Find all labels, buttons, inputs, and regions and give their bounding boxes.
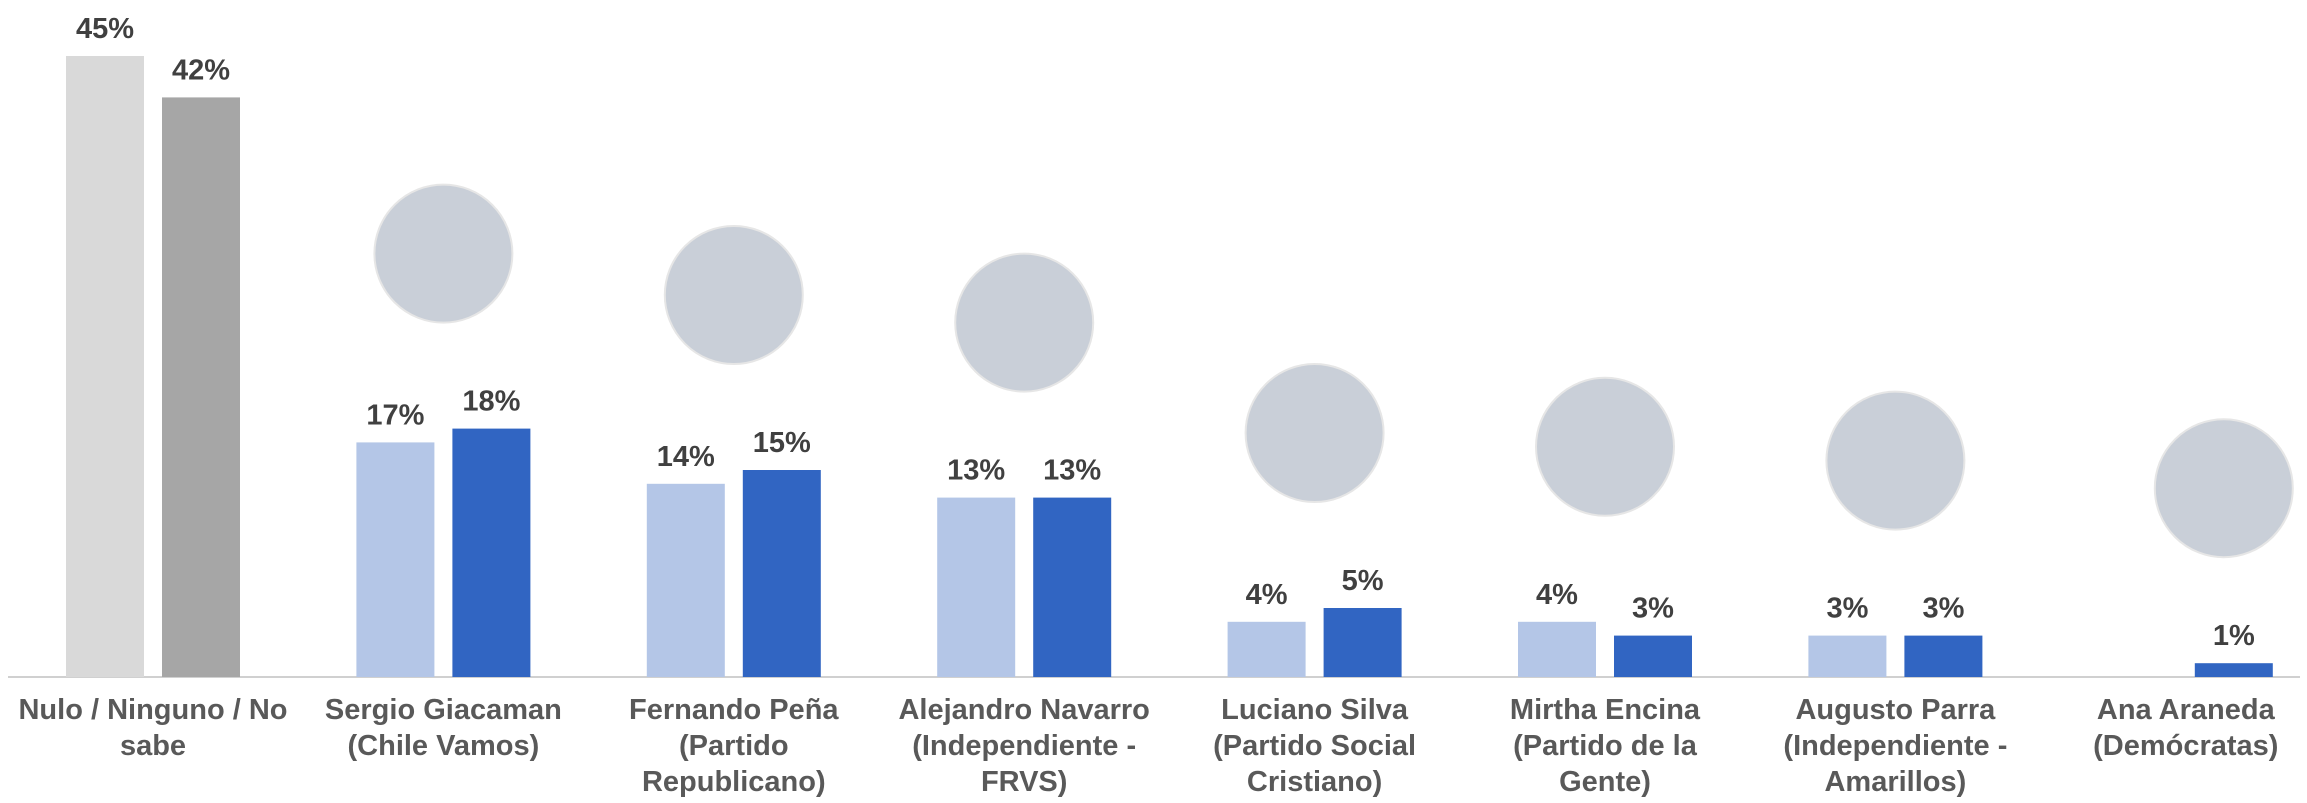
value-label: 4% (1246, 579, 1288, 611)
category-label: Augusto Parra (Independiente - Amarillos… (1755, 692, 2035, 800)
candidate-photo (1536, 378, 1674, 516)
candidate-photo (1826, 392, 1964, 530)
category-label: Nulo / Ninguno / No sabe (13, 692, 293, 764)
value-label: 14% (657, 441, 715, 473)
bar (1808, 636, 1886, 677)
value-label: 45% (76, 13, 134, 45)
bar (66, 56, 144, 677)
bar (937, 498, 1015, 677)
bar (1904, 636, 1982, 677)
candidate-photo (665, 226, 803, 364)
category-label: Mirtha Encina (Partido de la Gente) (1465, 692, 1745, 800)
bar (452, 429, 530, 677)
category-label: Sergio Giacaman (Chile Vamos) (303, 692, 583, 764)
value-label: 13% (1043, 455, 1101, 487)
category-label: Luciano Silva (Partido Social Cristiano) (1175, 692, 1455, 800)
bar (1518, 622, 1596, 677)
value-label: 3% (1632, 593, 1674, 625)
value-label: 3% (1922, 593, 1964, 625)
candidate-photo (374, 185, 512, 323)
value-label: 1% (2213, 620, 2255, 652)
category-label: Alejandro Navarro (Independiente - FRVS) (884, 692, 1164, 800)
value-label: 4% (1536, 579, 1578, 611)
value-label: 3% (1826, 593, 1868, 625)
value-label: 13% (947, 455, 1005, 487)
value-label: 17% (366, 399, 424, 431)
bar (743, 470, 821, 677)
chart: 45% 42% 17% 18% 14% 15% 13% 13% 4% 5% 4% 3% 3% 3% 1% (0, 0, 2307, 803)
page: 45%42%17%18%14%15%13%13%4%5%4%3%3%3%1% (… (0, 0, 2307, 803)
value-label: 42% (172, 54, 230, 86)
candidate-photo (1246, 364, 1384, 502)
bar (1614, 636, 1692, 677)
bar (162, 97, 240, 677)
bar (356, 442, 434, 677)
bar (1228, 622, 1306, 677)
bar (647, 484, 725, 677)
value-label: 5% (1342, 565, 1384, 597)
category-label: Ana Araneda (Demócratas) (2046, 692, 2307, 764)
candidate-photo (2155, 419, 2293, 557)
candidate-photo (955, 254, 1093, 392)
bar (1033, 498, 1111, 677)
bar (2195, 663, 2273, 677)
bar (1324, 608, 1402, 677)
value-label: 18% (462, 386, 520, 418)
category-label: Fernando Peña (Partido Republicano) (594, 692, 874, 800)
value-label: 15% (753, 427, 811, 459)
